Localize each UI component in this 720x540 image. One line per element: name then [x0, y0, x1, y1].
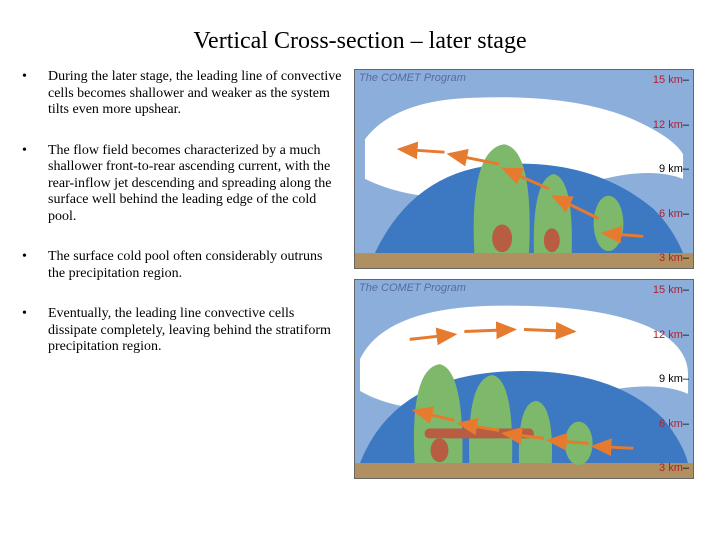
content-row: • During the later stage, the leading li… — [0, 69, 720, 479]
diagram-column: The COMET Program 15 km 12 km 9 km 6 km … — [354, 69, 694, 479]
altitude-label: 6 km — [653, 418, 689, 430]
altitude-label: 15 km — [653, 284, 689, 296]
altitude-label: 9 km — [653, 373, 689, 385]
list-item: • During the later stage, the leading li… — [22, 69, 342, 119]
altitude-label: 6 km — [653, 208, 689, 220]
bullet-text: Eventually, the leading line convective … — [48, 306, 342, 356]
cross-section-diagram-1: The COMET Program 15 km 12 km 9 km 6 km … — [354, 69, 694, 269]
altitude-label: 3 km — [653, 462, 689, 474]
list-item: • The surface cold pool often considerab… — [22, 249, 342, 282]
bullet-marker: • — [22, 69, 48, 119]
bullet-text: During the later stage, the leading line… — [48, 69, 342, 119]
bullet-marker: • — [22, 249, 48, 282]
bullet-text: The surface cold pool often considerably… — [48, 249, 342, 282]
bullet-marker: • — [22, 306, 48, 356]
bullet-marker: • — [22, 143, 48, 226]
bullet-text: The flow field becomes characterized by … — [48, 143, 342, 226]
altitude-labels: 15 km 12 km 9 km 6 km 3 km — [653, 70, 689, 268]
altitude-label: 12 km — [653, 119, 689, 131]
list-item: • The flow field becomes characterized b… — [22, 143, 342, 226]
list-item: • Eventually, the leading line convectiv… — [22, 306, 342, 356]
altitude-label: 15 km — [653, 74, 689, 86]
altitude-label: 3 km — [653, 252, 689, 264]
page-title: Vertical Cross-section – later stage — [0, 0, 720, 69]
diagram-caption: The COMET Program — [359, 72, 466, 84]
altitude-label: 12 km — [653, 329, 689, 341]
altitude-label: 9 km — [653, 163, 689, 175]
bullet-list: • During the later stage, the leading li… — [22, 69, 354, 479]
altitude-labels: 15 km 12 km 9 km 6 km 3 km — [653, 280, 689, 478]
diagram-caption: The COMET Program — [359, 282, 466, 294]
cross-section-diagram-2: The COMET Program 15 km 12 km 9 km 6 km … — [354, 279, 694, 479]
